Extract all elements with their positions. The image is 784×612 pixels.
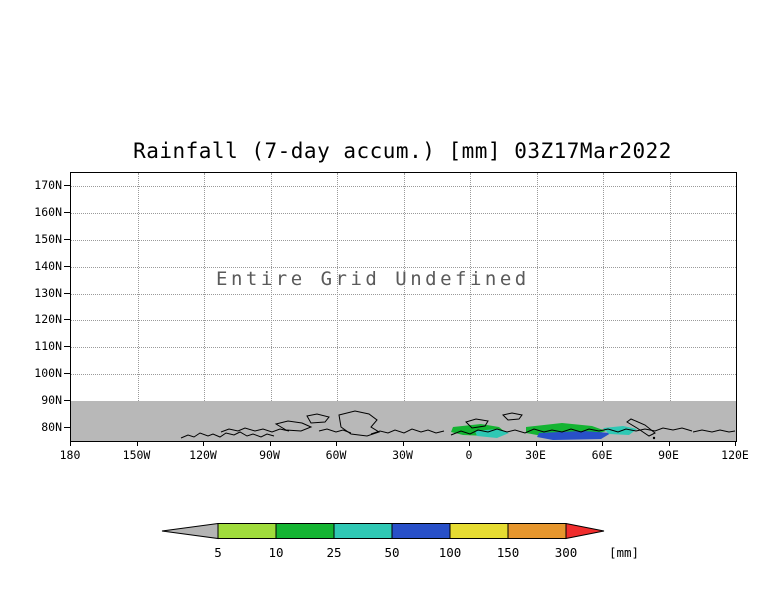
x-tick-mark: [668, 441, 670, 446]
coastline-paths: [180, 410, 736, 440]
chart-title: Rainfall (7-day accum.) [mm] 03Z17Mar202…: [133, 139, 672, 163]
colorbar-tick-label: 5: [214, 545, 222, 560]
y-tick-mark: [64, 292, 70, 294]
colorbar-svg: [mm] 5 10 25 50 100 150 300: [161, 523, 639, 560]
x-tick-label: 90W: [259, 448, 280, 462]
x-tick-label: 120E: [721, 448, 749, 462]
y-tick-label: 110N: [34, 339, 62, 354]
x-tick-label: 60W: [325, 448, 347, 462]
x-tick-mark: [402, 441, 404, 446]
colorbar-segment: [391, 523, 451, 539]
x-tick-label: 180: [59, 448, 81, 462]
y-tick-mark: [64, 211, 70, 213]
y-tick-mark: [64, 427, 70, 428]
v-gridline: [137, 173, 139, 441]
v-gridline: [403, 173, 405, 441]
x-tick-mark: [336, 441, 337, 446]
v-gridline: [204, 173, 205, 441]
x-tick-mark: [70, 441, 71, 446]
rain-patch-teal-2: [603, 426, 637, 435]
y-tick-label: 150N: [34, 231, 62, 246]
v-gridline: [270, 173, 272, 441]
colorbar-segment: [217, 523, 277, 539]
x-tick-label: 90E: [658, 448, 679, 462]
x-tick-label: 30E: [525, 448, 546, 462]
y-tick-mark: [64, 373, 70, 375]
x-tick-label: 0: [465, 448, 473, 462]
colorbar-left-arrow: [161, 523, 219, 540]
colorbar-tick-label: 150: [497, 545, 520, 560]
y-tick-mark: [64, 265, 70, 267]
y-tick-mark: [64, 238, 70, 240]
colorbar-tick-label: 25: [326, 545, 341, 560]
y-tick-mark: [64, 319, 70, 321]
y-tick-label: 130N: [34, 285, 62, 300]
colorbar-tick-label: 100: [439, 545, 462, 560]
x-tick-mark: [269, 441, 271, 446]
plot-area: Entire Grid Undefined: [70, 172, 737, 442]
colorbar-unit-label: [mm]: [609, 545, 639, 560]
coastlines-svg: [180, 410, 736, 440]
undefined-data-band: [71, 401, 736, 441]
y-tick-label: 160N: [34, 204, 62, 219]
x-tick-mark: [602, 441, 603, 446]
x-tick-label: 30W: [392, 448, 413, 462]
y-tick-label: 140N: [34, 258, 62, 273]
rain-patch-blue-1: [537, 431, 611, 440]
y-tick-mark: [64, 346, 70, 348]
colorbar-segment: [507, 523, 567, 539]
colorbar-segment: [333, 523, 393, 539]
x-tick-label: 60E: [591, 448, 613, 462]
colorbar-segment: [275, 523, 335, 539]
x-tick-mark: [735, 441, 736, 446]
undefined-grid-annotation: Entire Grid Undefined: [216, 268, 530, 290]
colorbar-tick-label: 10: [268, 545, 283, 560]
colorbar-tick-label: 300: [555, 545, 578, 560]
y-tick-label: 120N: [34, 312, 62, 327]
v-gridline: [337, 173, 338, 441]
y-tick-label: 100N: [34, 366, 62, 381]
x-tick-label: 150W: [122, 448, 151, 462]
colorbar-segment: [449, 523, 509, 539]
x-tick-mark: [203, 441, 204, 446]
x-tick-mark: [469, 441, 470, 446]
v-gridline: [536, 173, 538, 441]
x-tick-mark: [535, 441, 537, 446]
x-tick-mark: [136, 441, 138, 446]
y-tick-mark: [64, 400, 70, 402]
y-tick-label: 170N: [34, 178, 62, 192]
v-gridline: [470, 173, 471, 441]
y-tick-label: 90N: [41, 393, 62, 408]
colorbar-right-arrow: [565, 523, 605, 540]
colorbar-tick-label: 50: [384, 545, 399, 560]
y-tick-label: 80N: [41, 420, 62, 434]
small-island: [652, 436, 656, 440]
v-gridline: [603, 173, 604, 441]
y-tick-mark: [64, 185, 70, 186]
x-tick-label: 120W: [189, 448, 217, 462]
v-gridline: [669, 173, 671, 441]
